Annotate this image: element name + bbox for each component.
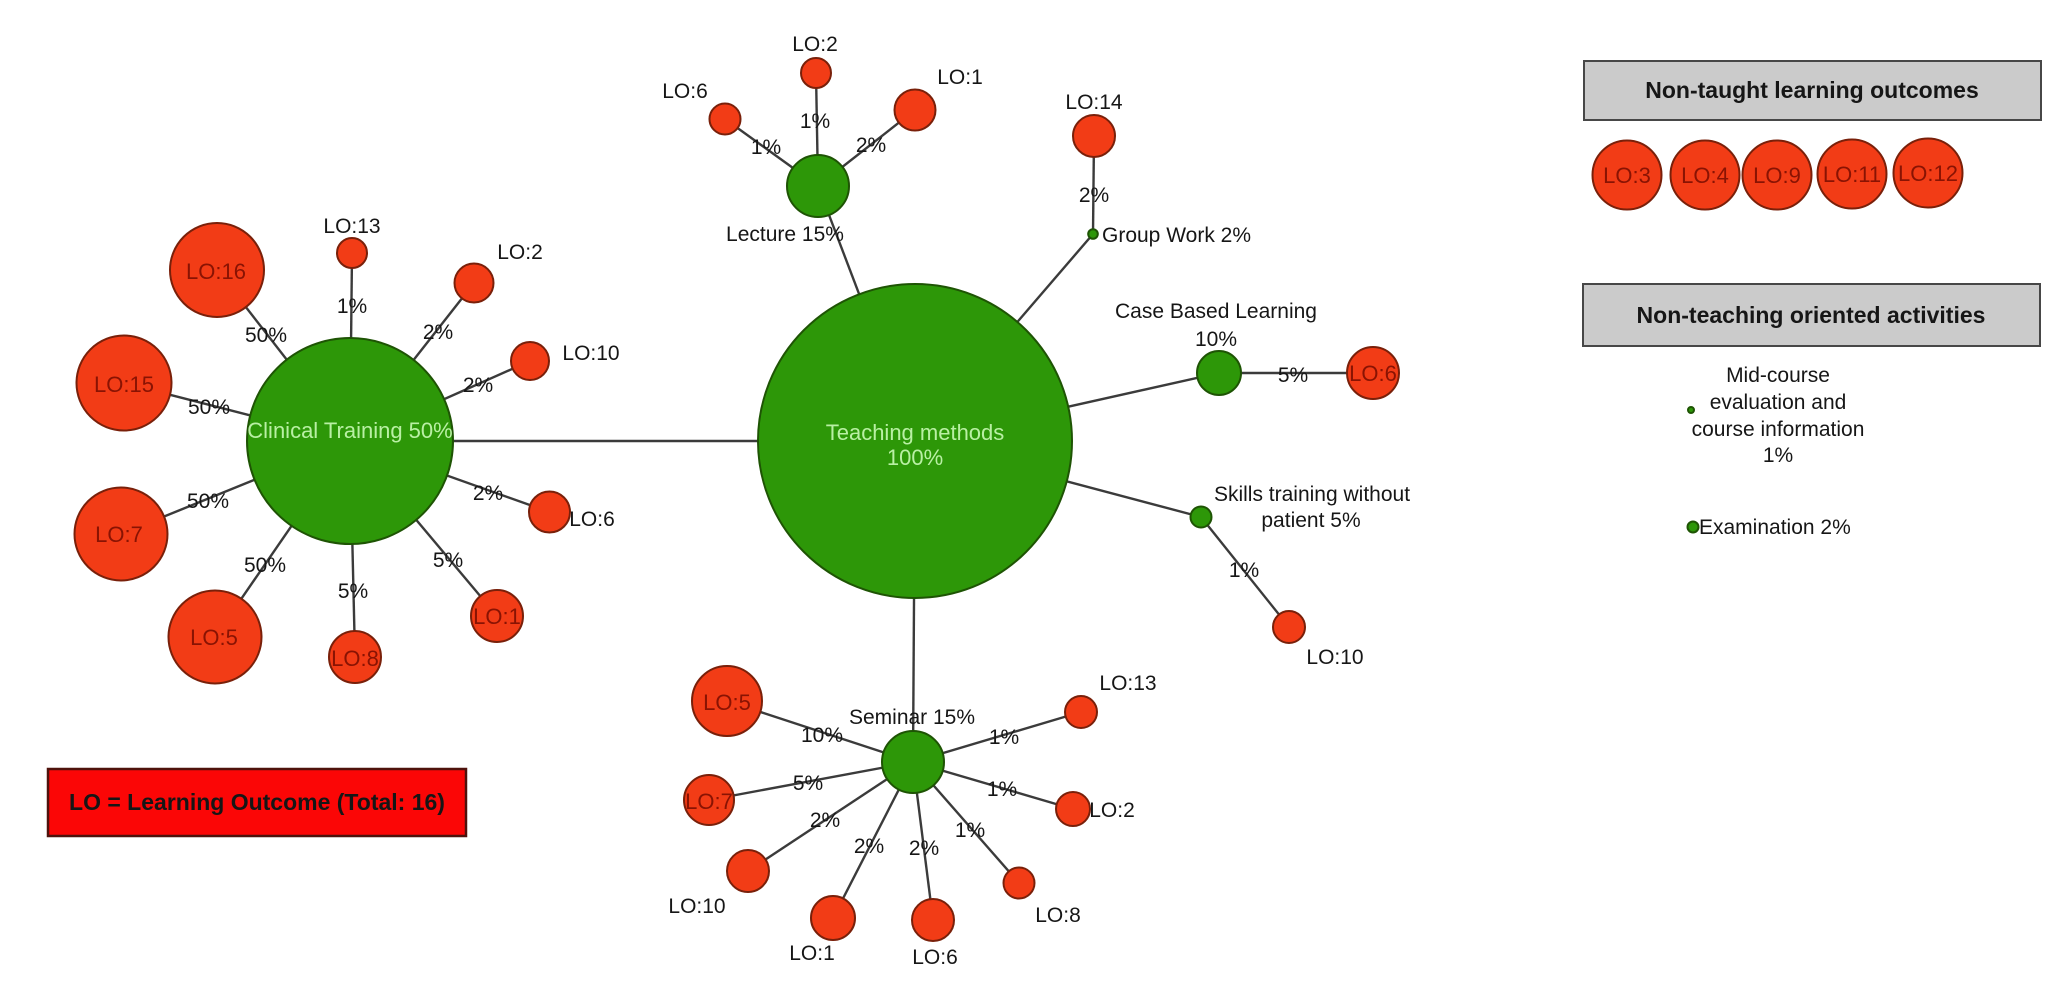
svg-text:course information: course information [1692,418,1865,441]
svg-text:LO:5: LO:5 [703,690,751,715]
svg-text:Seminar 15%: Seminar 15% [849,706,975,729]
svg-text:LO:7: LO:7 [95,522,143,547]
svg-text:LO = Learning Outcome (Total:: LO = Learning Outcome (Total: 16) [69,789,445,815]
svg-text:1%: 1% [1229,559,1259,582]
svg-text:LO:7: LO:7 [685,789,733,814]
svg-text:1%: 1% [337,295,367,318]
svg-text:Skills training without: Skills training without [1214,483,1410,506]
svg-text:LO:15: LO:15 [94,372,154,397]
svg-text:2%: 2% [854,835,884,858]
svg-text:LO:1: LO:1 [937,66,983,89]
svg-text:LO:2: LO:2 [1089,799,1135,822]
svg-text:LO:6: LO:6 [662,80,708,103]
svg-text:LO:8: LO:8 [1035,904,1081,927]
svg-text:2%: 2% [1079,184,1109,207]
svg-text:Teaching methods: Teaching methods [826,420,1005,445]
svg-text:2%: 2% [909,837,939,860]
svg-text:1%: 1% [751,136,781,159]
svg-text:LO:10: LO:10 [668,895,725,918]
svg-text:5%: 5% [433,549,463,572]
svg-text:LO:6: LO:6 [1349,361,1397,386]
svg-text:LO:6: LO:6 [569,508,615,531]
svg-text:LO:8: LO:8 [331,646,379,671]
svg-text:1%: 1% [987,778,1017,801]
svg-text:10%: 10% [801,724,843,747]
svg-text:LO:4: LO:4 [1681,163,1729,188]
svg-text:LO:16: LO:16 [186,259,246,284]
svg-text:2%: 2% [810,809,840,832]
svg-text:5%: 5% [793,772,823,795]
svg-text:2%: 2% [463,374,493,397]
svg-text:50%: 50% [188,396,230,419]
svg-text:10%: 10% [1195,328,1237,351]
svg-text:Non-teaching oriented activiti: Non-teaching oriented activities [1637,302,1986,328]
svg-text:1%: 1% [1763,444,1793,467]
svg-text:5%: 5% [338,580,368,603]
svg-text:LO:12: LO:12 [1898,161,1958,186]
svg-text:1%: 1% [800,110,830,133]
svg-text:LO:1: LO:1 [789,942,835,965]
svg-text:Examination 2%: Examination 2% [1699,516,1851,539]
svg-text:5%: 5% [1278,364,1308,387]
svg-text:50%: 50% [244,554,286,577]
svg-text:patient 5%: patient 5% [1261,509,1360,532]
svg-text:LO:11: LO:11 [1823,162,1881,187]
svg-text:evaluation and: evaluation and [1710,391,1847,414]
svg-text:LO:10: LO:10 [1306,646,1363,669]
svg-text:LO:2: LO:2 [792,33,838,56]
svg-text:Clinical Training 50%: Clinical Training 50% [247,418,452,443]
svg-text:LO:2: LO:2 [497,241,543,264]
svg-text:LO:10: LO:10 [562,342,619,365]
svg-text:Mid-course: Mid-course [1726,364,1830,387]
svg-text:LO:14: LO:14 [1065,91,1123,114]
svg-text:Non-taught learning outcomes: Non-taught learning outcomes [1645,77,1979,103]
svg-text:50%: 50% [187,490,229,513]
svg-text:LO:9: LO:9 [1753,163,1801,188]
svg-text:Lecture 15%: Lecture 15% [726,223,844,246]
svg-text:100%: 100% [887,445,943,470]
svg-text:2%: 2% [856,134,886,157]
svg-text:LO:6: LO:6 [912,946,958,969]
svg-text:LO:3: LO:3 [1603,163,1651,188]
svg-text:1%: 1% [955,819,985,842]
svg-text:Group Work 2%: Group Work 2% [1102,224,1251,247]
svg-text:LO:13: LO:13 [1099,672,1156,695]
svg-text:2%: 2% [473,482,503,505]
svg-text:1%: 1% [989,726,1019,749]
svg-text:2%: 2% [423,321,453,344]
svg-text:LO:5: LO:5 [190,625,238,650]
svg-text:LO:13: LO:13 [323,215,380,238]
svg-text:50%: 50% [245,324,287,347]
svg-text:Case Based Learning: Case Based Learning [1115,300,1317,323]
svg-text:LO:1: LO:1 [473,604,521,629]
